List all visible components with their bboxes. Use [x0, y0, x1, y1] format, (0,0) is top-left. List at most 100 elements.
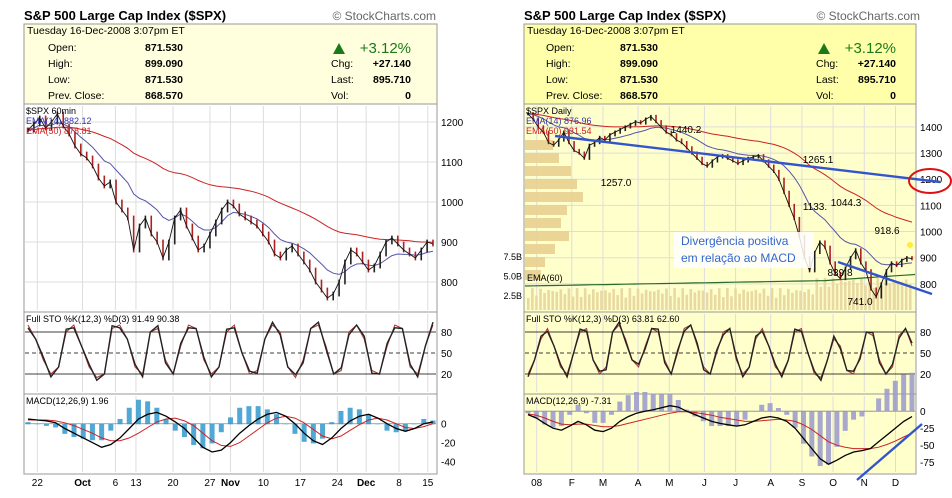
x-axis-label: F [569, 478, 575, 489]
volume-bar [762, 288, 766, 310]
price-tick-label: 800 [441, 278, 458, 289]
resistance-trendline [554, 134, 941, 184]
last-price-marker [907, 242, 913, 248]
macd-histogram-bar [200, 423, 206, 449]
macd-histogram-bar [338, 410, 344, 425]
price-tick-label: 1100 [920, 201, 942, 212]
macd-histogram-bar [412, 423, 418, 425]
x-axis-label: 6 [113, 478, 119, 489]
macd-histogram-bar [71, 423, 77, 438]
macd-legend: MACD(12,26,9) -7.31 [526, 396, 612, 406]
prev-close-value: 868.570 [145, 90, 183, 102]
x-axis-label: D [892, 478, 899, 489]
sto-legend: Full STO %K(12,3) %D(3) 91.49 90.38 [26, 314, 179, 324]
macd-tick-label: 0 [441, 420, 447, 431]
macd-histogram-bar [209, 423, 215, 444]
chart-title: S&P 500 Large Cap Index ($SPX) [524, 8, 726, 23]
price-tick-label: 1000 [441, 198, 464, 209]
macd-histogram-bar [53, 423, 59, 428]
macd-histogram-bar [99, 423, 105, 441]
x-axis-label: 22 [32, 478, 44, 489]
macd-tick-label: -40 [441, 457, 456, 468]
price-legend-item: EMA(14) 882.12 [26, 116, 92, 126]
x-axis-label: S [799, 478, 806, 489]
macd-histogram-bar [384, 423, 390, 431]
date-line: Tuesday 16-Dec-2008 3:07pm ET [527, 25, 685, 37]
macd-histogram-bar [709, 411, 715, 427]
volume-tick-label: 5.0B [503, 272, 522, 282]
macd-histogram-bar [583, 411, 589, 414]
price-annotation: 1440.2 [671, 125, 702, 136]
high-label: High: [546, 58, 571, 70]
price-tick-label: 1100 [441, 158, 463, 169]
price-legend-item: EMA(50) 931.54 [526, 126, 592, 136]
volume-bar [746, 291, 750, 310]
volume-bar [673, 288, 676, 310]
macd-tick-label: 0 [920, 407, 926, 418]
volume-bar [835, 284, 839, 310]
volume-bar [693, 292, 697, 310]
x-axis-label: 08 [531, 478, 543, 489]
volume-bar [717, 288, 721, 310]
macd-histogram-bar [310, 423, 316, 444]
macd-histogram-bar [859, 411, 865, 417]
chg-label: Chg: [331, 58, 353, 70]
volume-bar [856, 282, 859, 310]
macd-histogram-bar [759, 404, 765, 412]
volume-bar [563, 294, 567, 310]
prev-close-label: Prev. Close: [546, 90, 602, 102]
macd-histogram-bar [659, 393, 665, 412]
macd-histogram-bar [692, 411, 698, 417]
open-label: Open: [546, 42, 575, 54]
volume-bar [612, 288, 615, 310]
volume-bar [726, 288, 729, 310]
x-axis-label: Dec [357, 478, 376, 489]
macd-histogram-bar [218, 423, 224, 433]
price-legend-item: EMA(50) 878.81 [26, 126, 92, 136]
note-box [674, 232, 814, 268]
volume-bar [685, 294, 689, 310]
x-axis-label: N [861, 478, 868, 489]
sto-tick-label: 20 [920, 370, 932, 381]
open-value: 871.530 [145, 42, 183, 54]
volume-bar [791, 292, 794, 310]
price-legend-item: EMA(14) 876.96 [526, 116, 592, 126]
macd-histogram-bar [80, 423, 86, 439]
macd-tick-label: -50 [920, 441, 935, 452]
volume-bar [754, 289, 758, 310]
macd-histogram-bar [575, 404, 581, 412]
macd-histogram-bar [43, 423, 49, 426]
macd-histogram-bar [264, 409, 270, 425]
macd-histogram-bar [347, 407, 353, 425]
date-line: Tuesday 16-Dec-2008 3:07pm ET [27, 25, 185, 37]
volume-bar [860, 278, 863, 310]
volume-bar [596, 292, 599, 310]
macd-histogram-bar [25, 422, 31, 425]
macd-histogram-bar [842, 411, 848, 431]
x-axis-label: O [829, 478, 837, 489]
price-annotation: 741.0 [847, 297, 872, 308]
volume-bar [758, 293, 762, 310]
price-annotation: 1133. [803, 202, 827, 213]
ema50-line [527, 113, 913, 223]
volume-bar [600, 290, 603, 310]
price-tick-label: 800 [920, 280, 937, 291]
sto-k-line [27, 320, 434, 382]
macd-histogram-bar [126, 407, 132, 425]
price-annotation: 1044.3 [831, 198, 862, 209]
high-value: 899.090 [620, 58, 658, 70]
macd-histogram-bar [274, 414, 280, 425]
up-arrow-icon [333, 43, 345, 54]
volume-bar [742, 289, 745, 310]
volume-bar [551, 291, 554, 310]
volume-bar [713, 294, 717, 310]
volume-bar [657, 289, 660, 310]
volume-ema-line [524, 273, 916, 287]
ema14-line [27, 122, 434, 275]
quote-panel [23, 23, 438, 105]
volume-bar [543, 293, 546, 310]
x-axis-label: J [702, 478, 707, 489]
sto-tick-label: 20 [441, 370, 453, 381]
high-label: High: [48, 58, 73, 70]
low-label: Low: [546, 74, 568, 86]
